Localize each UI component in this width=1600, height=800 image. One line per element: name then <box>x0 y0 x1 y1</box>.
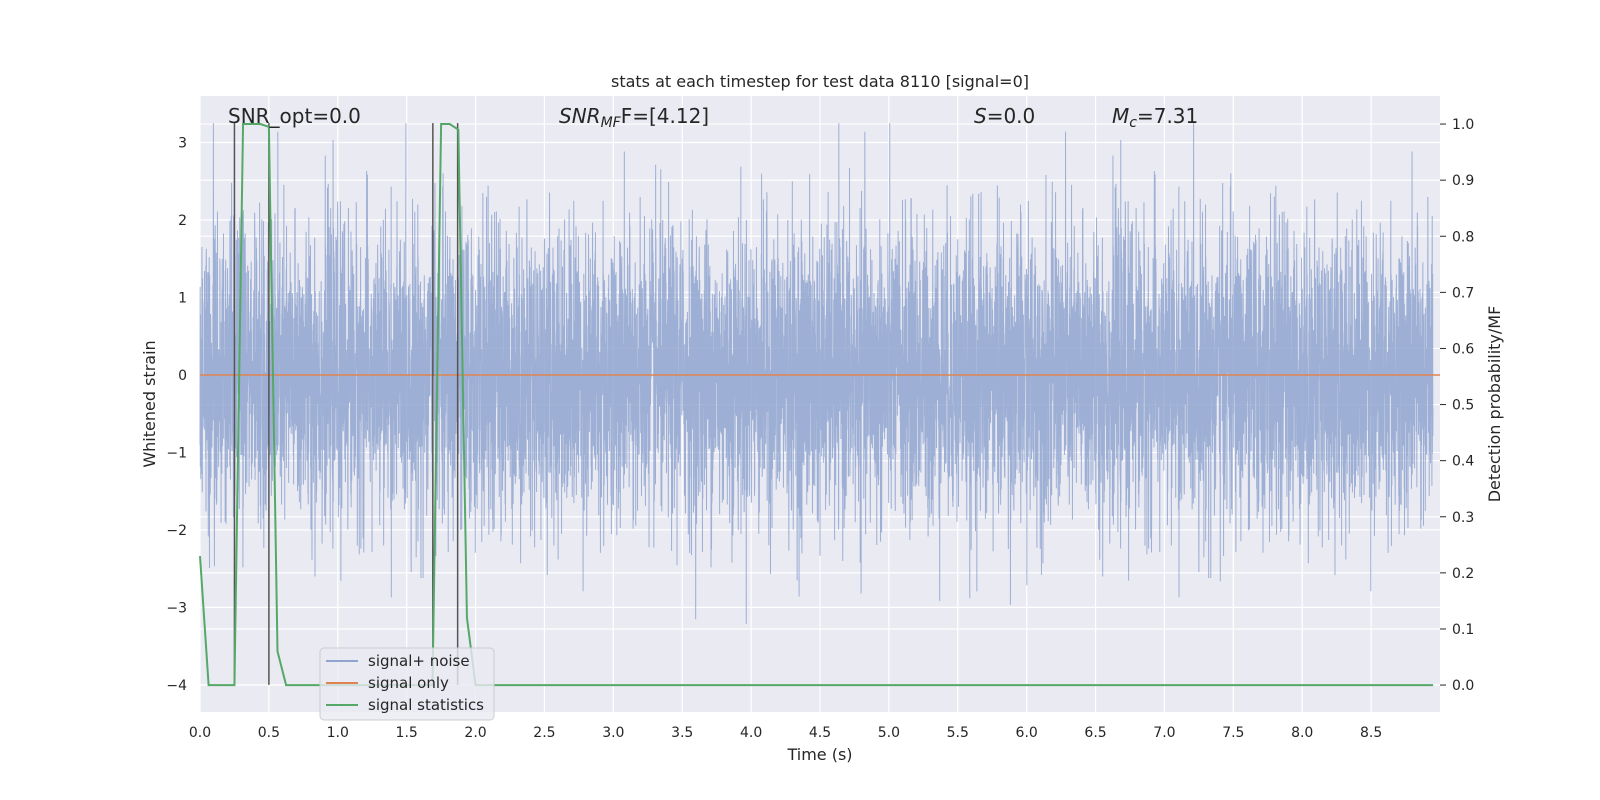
annotation-mc-subscript: c <box>1129 115 1137 131</box>
annotation-mc-symbol: M <box>1112 104 1129 128</box>
x-tick-label: 7.5 <box>1222 725 1244 741</box>
x-tick-label: 8.5 <box>1360 725 1382 741</box>
y-tick-label: −4 <box>166 678 187 694</box>
y2-tick-label: 0.2 <box>1452 566 1474 582</box>
legend-label-stats: signal statistics <box>368 696 484 714</box>
y2-tick-label: 0.9 <box>1452 173 1474 189</box>
y-tick-label: 1 <box>178 290 187 306</box>
legend: signal+ noise signal only signal statist… <box>319 647 495 721</box>
x-tick-label: 8.0 <box>1291 725 1313 741</box>
x-tick-label: 0.5 <box>258 725 280 741</box>
annotation-snr-opt: SNR_opt=0.0 <box>228 104 361 128</box>
signal-statistics-line <box>199 123 1434 687</box>
annotation-s: S=0.0 <box>974 104 1035 128</box>
y-tick-label: 0 <box>178 368 187 384</box>
annotation-mc: Mc=7.31 <box>1112 104 1198 131</box>
x-tick-label: 1.5 <box>396 725 418 741</box>
y2-tick-label: 0.5 <box>1452 398 1474 414</box>
x-axis-label: Time (s) <box>786 745 852 764</box>
x-tick-label: 2.0 <box>464 725 486 741</box>
x-tick-label: 2.5 <box>533 725 555 741</box>
y2-tick-label: 1.0 <box>1452 117 1474 133</box>
annotation-snr-mf: SNRMFF=[4.12] <box>559 104 709 131</box>
x-tick-label: 7.0 <box>1153 725 1175 741</box>
x-tick-label: 5.5 <box>947 725 969 741</box>
y2-tick-label: 0.0 <box>1452 678 1474 694</box>
y2-tick-label: 0.1 <box>1452 622 1474 638</box>
y2-tick-label: 0.7 <box>1452 285 1474 301</box>
y-tick-label: −3 <box>166 600 187 616</box>
vertical-marker-lines <box>233 123 459 685</box>
series-signal-noise <box>199 123 1434 624</box>
x-tick-label: 6.0 <box>1016 725 1038 741</box>
x-tick-label: 3.5 <box>671 725 693 741</box>
y-tick-label: 3 <box>178 135 187 151</box>
annotation-s-value: =0.0 <box>987 104 1036 128</box>
y2-axis-label: Detection probability/MF <box>1485 306 1504 503</box>
y-tick-label: −2 <box>166 523 187 539</box>
x-tick-label: 5.0 <box>878 725 900 741</box>
y2-tick-label: 0.4 <box>1452 454 1474 470</box>
series-signal-statistics <box>199 123 1434 687</box>
y-axis-ticks: −4 −3 −2 −1 0 1 2 3 <box>166 135 187 693</box>
legend-box <box>319 647 495 721</box>
y-tick-label: −1 <box>166 445 187 461</box>
noise-line <box>199 123 1434 624</box>
chart-title: stats at each timestep for test data 811… <box>611 72 1029 91</box>
legend-label-noise: signal+ noise <box>368 652 470 670</box>
y-tick-label: 2 <box>178 213 187 229</box>
y-axis-label: Whitened strain <box>140 340 159 467</box>
legend-label-signal: signal only <box>368 674 449 692</box>
annotation-snr-mf-symbol: SNR <box>559 104 601 128</box>
x-tick-label: 6.5 <box>1084 725 1106 741</box>
y2-axis-ticks: 0.0 0.1 0.2 0.3 0.4 0.5 0.6 0.7 0.8 0.9 1.0 <box>1440 117 1474 694</box>
y2-tick-label: 0.3 <box>1452 510 1474 526</box>
x-axis-ticks: 0.0 0.5 1.0 1.5 2.0 2.5 3.0 3.5 4.0 4.5 5.0 5.5 6.0 6… <box>189 725 1382 741</box>
annotation-s-symbol: S <box>974 104 987 128</box>
annotation-snr-mf-value: F=[4.12] <box>621 104 709 128</box>
annotation-mc-value: =7.31 <box>1137 104 1198 128</box>
x-tick-label: 4.5 <box>809 725 831 741</box>
x-tick-label: 0.0 <box>189 725 211 741</box>
annotation-snr-mf-subscript: MF <box>601 115 622 131</box>
x-tick-label: 4.0 <box>740 725 762 741</box>
x-tick-label: 1.0 <box>327 725 349 741</box>
x-tick-label: 3.0 <box>602 725 624 741</box>
y2-tick-label: 0.8 <box>1452 229 1474 245</box>
y2-tick-label: 0.6 <box>1452 341 1474 357</box>
